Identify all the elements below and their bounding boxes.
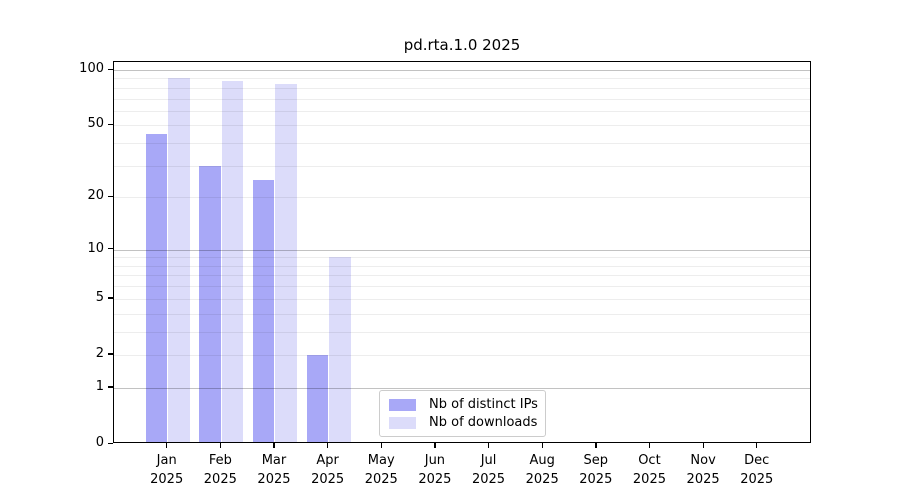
x-tick-label-may: May 2025 xyxy=(353,451,409,489)
bar-downloads-mar xyxy=(275,83,297,442)
x-tick-year: 2025 xyxy=(525,472,559,487)
x-axis-tick xyxy=(487,443,490,448)
x-axis-tick xyxy=(219,443,222,448)
y-axis-tick xyxy=(108,442,113,444)
y-axis-tick xyxy=(108,353,113,355)
x-tick-year: 2025 xyxy=(740,472,774,487)
x-tick-year: 2025 xyxy=(203,472,237,487)
plot-area xyxy=(113,61,811,443)
gridline-minor xyxy=(114,165,810,167)
y-axis-tick xyxy=(108,123,113,126)
y-axis-tick xyxy=(108,68,113,70)
x-tick-year: 2025 xyxy=(364,472,398,487)
y-tick-label: 20 xyxy=(87,188,104,204)
gridline-minor xyxy=(114,197,810,199)
x-axis-tick xyxy=(434,443,436,448)
bar-distinct-ips-feb xyxy=(199,165,221,442)
y-tick-label: 100 xyxy=(79,61,104,76)
x-axis-tick xyxy=(327,443,329,448)
gridline-minor xyxy=(114,265,810,267)
gridline-major xyxy=(114,249,810,251)
gridline-minor xyxy=(114,354,810,356)
x-axis-tick xyxy=(756,443,758,448)
x-tick-year: 2025 xyxy=(471,472,506,487)
gridline-minor xyxy=(114,87,810,89)
gridline-minor xyxy=(114,143,810,145)
x-tick-year: 2025 xyxy=(579,472,613,487)
x-tick-label-mar: Mar 2025 xyxy=(246,451,302,489)
gridline-minor xyxy=(114,298,810,300)
y-tick-label: 1 xyxy=(95,378,104,394)
bar-downloads-jan xyxy=(168,78,190,442)
x-axis-tick xyxy=(541,443,543,448)
x-tick-year: 2025 xyxy=(632,472,666,487)
gridline-minor xyxy=(114,286,810,288)
gridline-minor xyxy=(114,110,810,112)
x-tick-label-dec: Dec 2025 xyxy=(729,451,785,489)
gridline-minor xyxy=(114,257,810,259)
bar-distinct-ips-apr xyxy=(306,354,329,442)
bar-distinct-ips-jan xyxy=(145,133,168,442)
legend-swatch-distinct-ips xyxy=(389,398,416,411)
legend-label-downloads: Nb of downloads xyxy=(429,415,538,430)
y-tick-label: 2 xyxy=(95,345,104,361)
x-axis-tick xyxy=(702,443,704,448)
bar-distinct-ips-mar xyxy=(252,179,275,442)
x-tick-label-jun: Jun 2025 xyxy=(407,451,463,489)
y-tick-label: 10 xyxy=(87,240,104,256)
x-tick-label-feb: Feb 2025 xyxy=(192,451,248,489)
x-axis-tick xyxy=(166,443,168,448)
gridline-major xyxy=(114,387,810,389)
gridline-minor xyxy=(114,78,810,80)
x-axis-tick xyxy=(595,443,597,448)
gridline-major xyxy=(114,70,810,71)
y-tick-label: 50 xyxy=(87,116,104,132)
gridline-minor xyxy=(114,313,810,315)
x-tick-label-sep: Sep 2025 xyxy=(568,451,624,489)
x-tick-label-jan: Jan 2025 xyxy=(139,451,195,489)
x-axis-tick xyxy=(273,443,275,448)
legend-item-downloads: Nb of downloads xyxy=(389,415,538,430)
y-tick-label: 5 xyxy=(95,289,104,305)
x-axis-tick xyxy=(648,443,651,448)
y-axis-tick xyxy=(108,386,113,388)
bar-downloads-apr xyxy=(329,257,351,442)
x-tick-label-oct: Oct 2025 xyxy=(621,451,677,489)
y-axis-tick xyxy=(108,297,113,299)
gridline-minor xyxy=(114,331,810,333)
y-tick-label: 0 xyxy=(95,435,104,450)
x-tick-year: 2025 xyxy=(686,472,720,487)
x-tick-label-jul: Jul 2025 xyxy=(461,451,517,489)
gridline-minor xyxy=(114,275,810,277)
gridline-minor xyxy=(114,125,810,127)
legend-swatch-downloads xyxy=(389,416,416,429)
x-tick-year: 2025 xyxy=(257,472,291,487)
y-axis-tick xyxy=(108,195,113,198)
x-tick-label-apr: Apr 2025 xyxy=(300,451,356,489)
y-axis-tick xyxy=(108,248,113,250)
legend: Nb of distinct IPs Nb of downloads xyxy=(379,390,546,437)
x-axis-tick xyxy=(380,443,382,448)
x-tick-year: 2025 xyxy=(311,472,345,487)
gridline-minor xyxy=(114,98,810,100)
x-tick-year: 2025 xyxy=(150,472,184,487)
legend-label-distinct-ips: Nb of distinct IPs xyxy=(429,397,538,412)
x-tick-label-aug: Aug 2025 xyxy=(514,451,570,489)
x-tick-year: 2025 xyxy=(418,472,452,487)
legend-item-distinct-ips: Nb of distinct IPs xyxy=(389,397,538,412)
chart-title: pd.rta.1.0 2025 xyxy=(403,36,521,54)
bar-downloads-feb xyxy=(221,81,244,442)
x-tick-label-nov: Nov 2025 xyxy=(675,451,731,489)
